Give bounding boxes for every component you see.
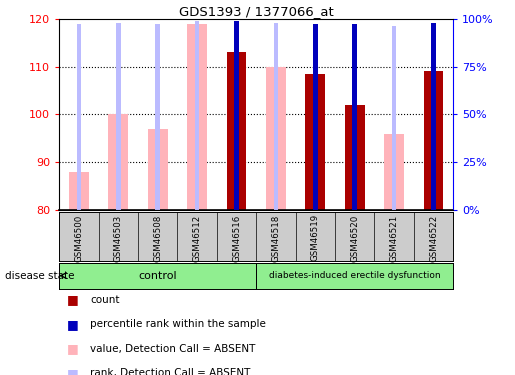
Title: GDS1393 / 1377066_at: GDS1393 / 1377066_at [179, 4, 334, 18]
Bar [256, 262, 453, 289]
Text: rank, Detection Call = ABSENT: rank, Detection Call = ABSENT [90, 368, 250, 375]
Bar [313, 24, 318, 210]
Text: percentile rank within the sample: percentile rank within the sample [90, 320, 266, 329]
Bar [77, 24, 81, 210]
Bar [352, 24, 357, 210]
Text: GSM46508: GSM46508 [153, 214, 162, 262]
Text: GSM46522: GSM46522 [429, 214, 438, 262]
Bar [109, 114, 128, 210]
Text: GSM46516: GSM46516 [232, 214, 241, 262]
Text: ■: ■ [67, 318, 79, 331]
Bar [305, 74, 325, 210]
Bar [116, 22, 121, 210]
Text: disease state: disease state [5, 271, 75, 280]
Text: ■: ■ [67, 367, 79, 375]
Bar [384, 134, 404, 210]
Bar [59, 262, 256, 289]
Text: diabetes-induced erectile dysfunction: diabetes-induced erectile dysfunction [269, 271, 440, 280]
Text: GSM46519: GSM46519 [311, 214, 320, 261]
Bar [431, 22, 436, 210]
Text: GSM46500: GSM46500 [75, 214, 83, 262]
Text: GSM46512: GSM46512 [193, 214, 201, 262]
Text: GSM46518: GSM46518 [271, 214, 280, 262]
Bar [273, 22, 278, 210]
Bar [227, 52, 246, 210]
Bar [431, 22, 436, 210]
Bar [424, 71, 443, 210]
Text: count: count [90, 295, 119, 305]
Text: ■: ■ [67, 294, 79, 306]
Text: ■: ■ [67, 342, 79, 355]
Bar [69, 172, 89, 210]
Bar [234, 21, 239, 210]
Bar [187, 24, 207, 210]
Bar [345, 105, 365, 210]
Text: GSM46503: GSM46503 [114, 214, 123, 262]
Bar [266, 67, 286, 210]
Text: GSM46520: GSM46520 [350, 214, 359, 262]
Text: GSM46521: GSM46521 [390, 214, 399, 262]
Bar [392, 26, 397, 210]
Text: control: control [139, 271, 177, 280]
Bar [195, 21, 199, 210]
Bar [156, 24, 160, 210]
Bar [148, 129, 167, 210]
Text: value, Detection Call = ABSENT: value, Detection Call = ABSENT [90, 344, 255, 354]
